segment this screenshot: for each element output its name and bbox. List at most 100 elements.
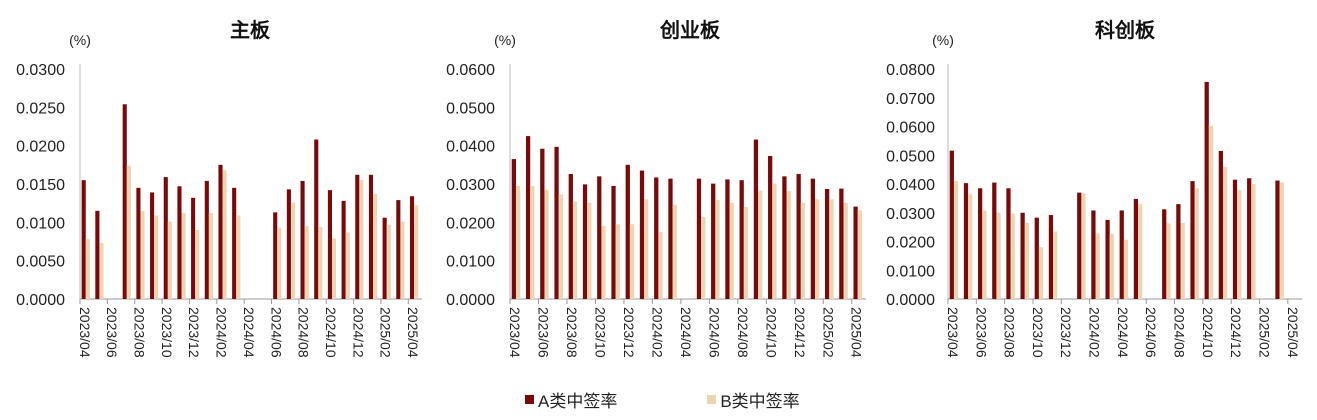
bar-a: [300, 180, 305, 299]
x-tick-label: 2024/04: [1115, 307, 1131, 358]
bar-b: [414, 205, 419, 299]
bar-a: [232, 187, 237, 299]
x-tick-label: 2024/06: [706, 307, 722, 358]
bar-a: [568, 174, 573, 299]
bar-a: [341, 200, 346, 299]
x-tick-label: 2023/12: [1058, 307, 1074, 358]
chart-title: 创业板: [659, 18, 721, 42]
bar-a: [1034, 217, 1039, 299]
x-tick-label: 2023/06: [973, 307, 989, 358]
x-tick-label: 2023/04: [77, 307, 93, 358]
bar-a: [1048, 215, 1054, 299]
x-tick-label: 2023/08: [564, 307, 580, 358]
y-tick-label: 0.0200: [446, 215, 495, 232]
y-tick-label: 0.0300: [446, 177, 495, 194]
bar-a: [1162, 209, 1167, 299]
bar-a: [739, 180, 744, 299]
bar-b: [715, 200, 720, 299]
bar-b: [1166, 223, 1171, 299]
legend-swatch-a: [525, 395, 534, 404]
bar-a: [355, 174, 360, 299]
y-tick-label: 0.0250: [16, 100, 65, 117]
bar-a: [136, 187, 141, 299]
bar-b: [304, 226, 309, 299]
bar-b: [515, 185, 521, 299]
bar-a: [625, 164, 630, 299]
bar-a: [824, 188, 830, 299]
x-tick-label: 2024/10: [323, 307, 339, 358]
bar-a: [177, 186, 182, 299]
bar-b: [1053, 231, 1058, 299]
x-tick-label: 2023/10: [1030, 307, 1046, 358]
bar-a: [582, 184, 588, 299]
bar-a: [668, 178, 673, 299]
bar-a: [1275, 180, 1280, 299]
chart-title: 科创板: [1095, 18, 1156, 42]
x-tick-label: 2024/02: [649, 307, 665, 358]
legend-item-b: B类中签率: [707, 387, 800, 412]
x-tick-label: 2024/06: [1143, 307, 1159, 358]
bar-a: [95, 210, 100, 299]
y-tick-label: 0.0500: [886, 148, 935, 165]
y-tick-label: 0.0100: [446, 254, 495, 271]
bar-b: [331, 238, 337, 299]
legend-label-a: A类中签率: [538, 392, 618, 411]
bar-b: [1010, 213, 1015, 299]
bar-a: [511, 159, 516, 299]
bar-b: [195, 230, 200, 299]
y-tick-label: 0.0000: [886, 292, 935, 309]
x-tick-label: 2025/02: [820, 307, 836, 358]
x-tick-label: 2024/12: [1228, 307, 1244, 358]
bar-b: [530, 185, 535, 299]
bar-b: [953, 181, 959, 299]
y-unit-label: (%): [494, 32, 516, 48]
bar-b: [1038, 247, 1044, 299]
legend-label-b: B类中签率: [720, 392, 800, 411]
x-tick-label: 2024/12: [792, 307, 808, 358]
bar-a: [963, 183, 969, 299]
bar-a: [1190, 181, 1195, 299]
bar-b: [400, 221, 405, 299]
bar-a: [839, 188, 844, 299]
bar-a: [1176, 204, 1181, 299]
bar-b: [829, 199, 834, 299]
bar-b: [629, 224, 635, 299]
bar-b: [373, 193, 378, 299]
x-tick-label: 2024/12: [350, 307, 366, 358]
x-tick-label: 2023/08: [132, 307, 148, 358]
y-unit-label: (%): [69, 32, 91, 48]
bar-b: [729, 202, 734, 299]
bar-a: [396, 200, 401, 299]
y-tick-label: 0.0200: [886, 235, 935, 252]
x-tick-label: 2023/12: [186, 307, 202, 358]
bar-b: [99, 243, 104, 299]
x-tick-label: 2024/10: [1200, 307, 1216, 358]
y-tick-label: 0.0100: [16, 215, 65, 232]
bar-b: [1180, 222, 1185, 299]
bar-b: [1251, 184, 1256, 299]
bar-b: [786, 190, 791, 299]
bar-b: [181, 213, 186, 299]
bar-a: [1204, 81, 1209, 299]
bar-a: [409, 196, 415, 299]
y-tick-label: 0.0400: [446, 139, 495, 156]
bar-b: [1081, 193, 1086, 299]
bar-a: [1133, 198, 1139, 299]
bar-b: [85, 239, 90, 299]
x-tick-label: 2023/08: [1002, 307, 1018, 358]
bar-b: [1123, 239, 1129, 299]
bar-a: [1077, 192, 1082, 299]
x-tick-label: 2023/04: [945, 307, 961, 358]
x-tick-label: 2023/06: [104, 307, 120, 358]
bar-a: [1091, 210, 1096, 299]
bar-b: [1237, 190, 1242, 299]
x-tick-label: 2024/08: [296, 307, 312, 358]
bar-a: [711, 183, 716, 299]
y-tick-label: 0.0300: [16, 62, 65, 79]
y-tick-label: 0.0150: [16, 177, 65, 194]
bar-a: [1119, 210, 1124, 299]
bar-a: [949, 150, 954, 299]
bar-a: [218, 164, 223, 299]
bar-a: [853, 206, 858, 299]
